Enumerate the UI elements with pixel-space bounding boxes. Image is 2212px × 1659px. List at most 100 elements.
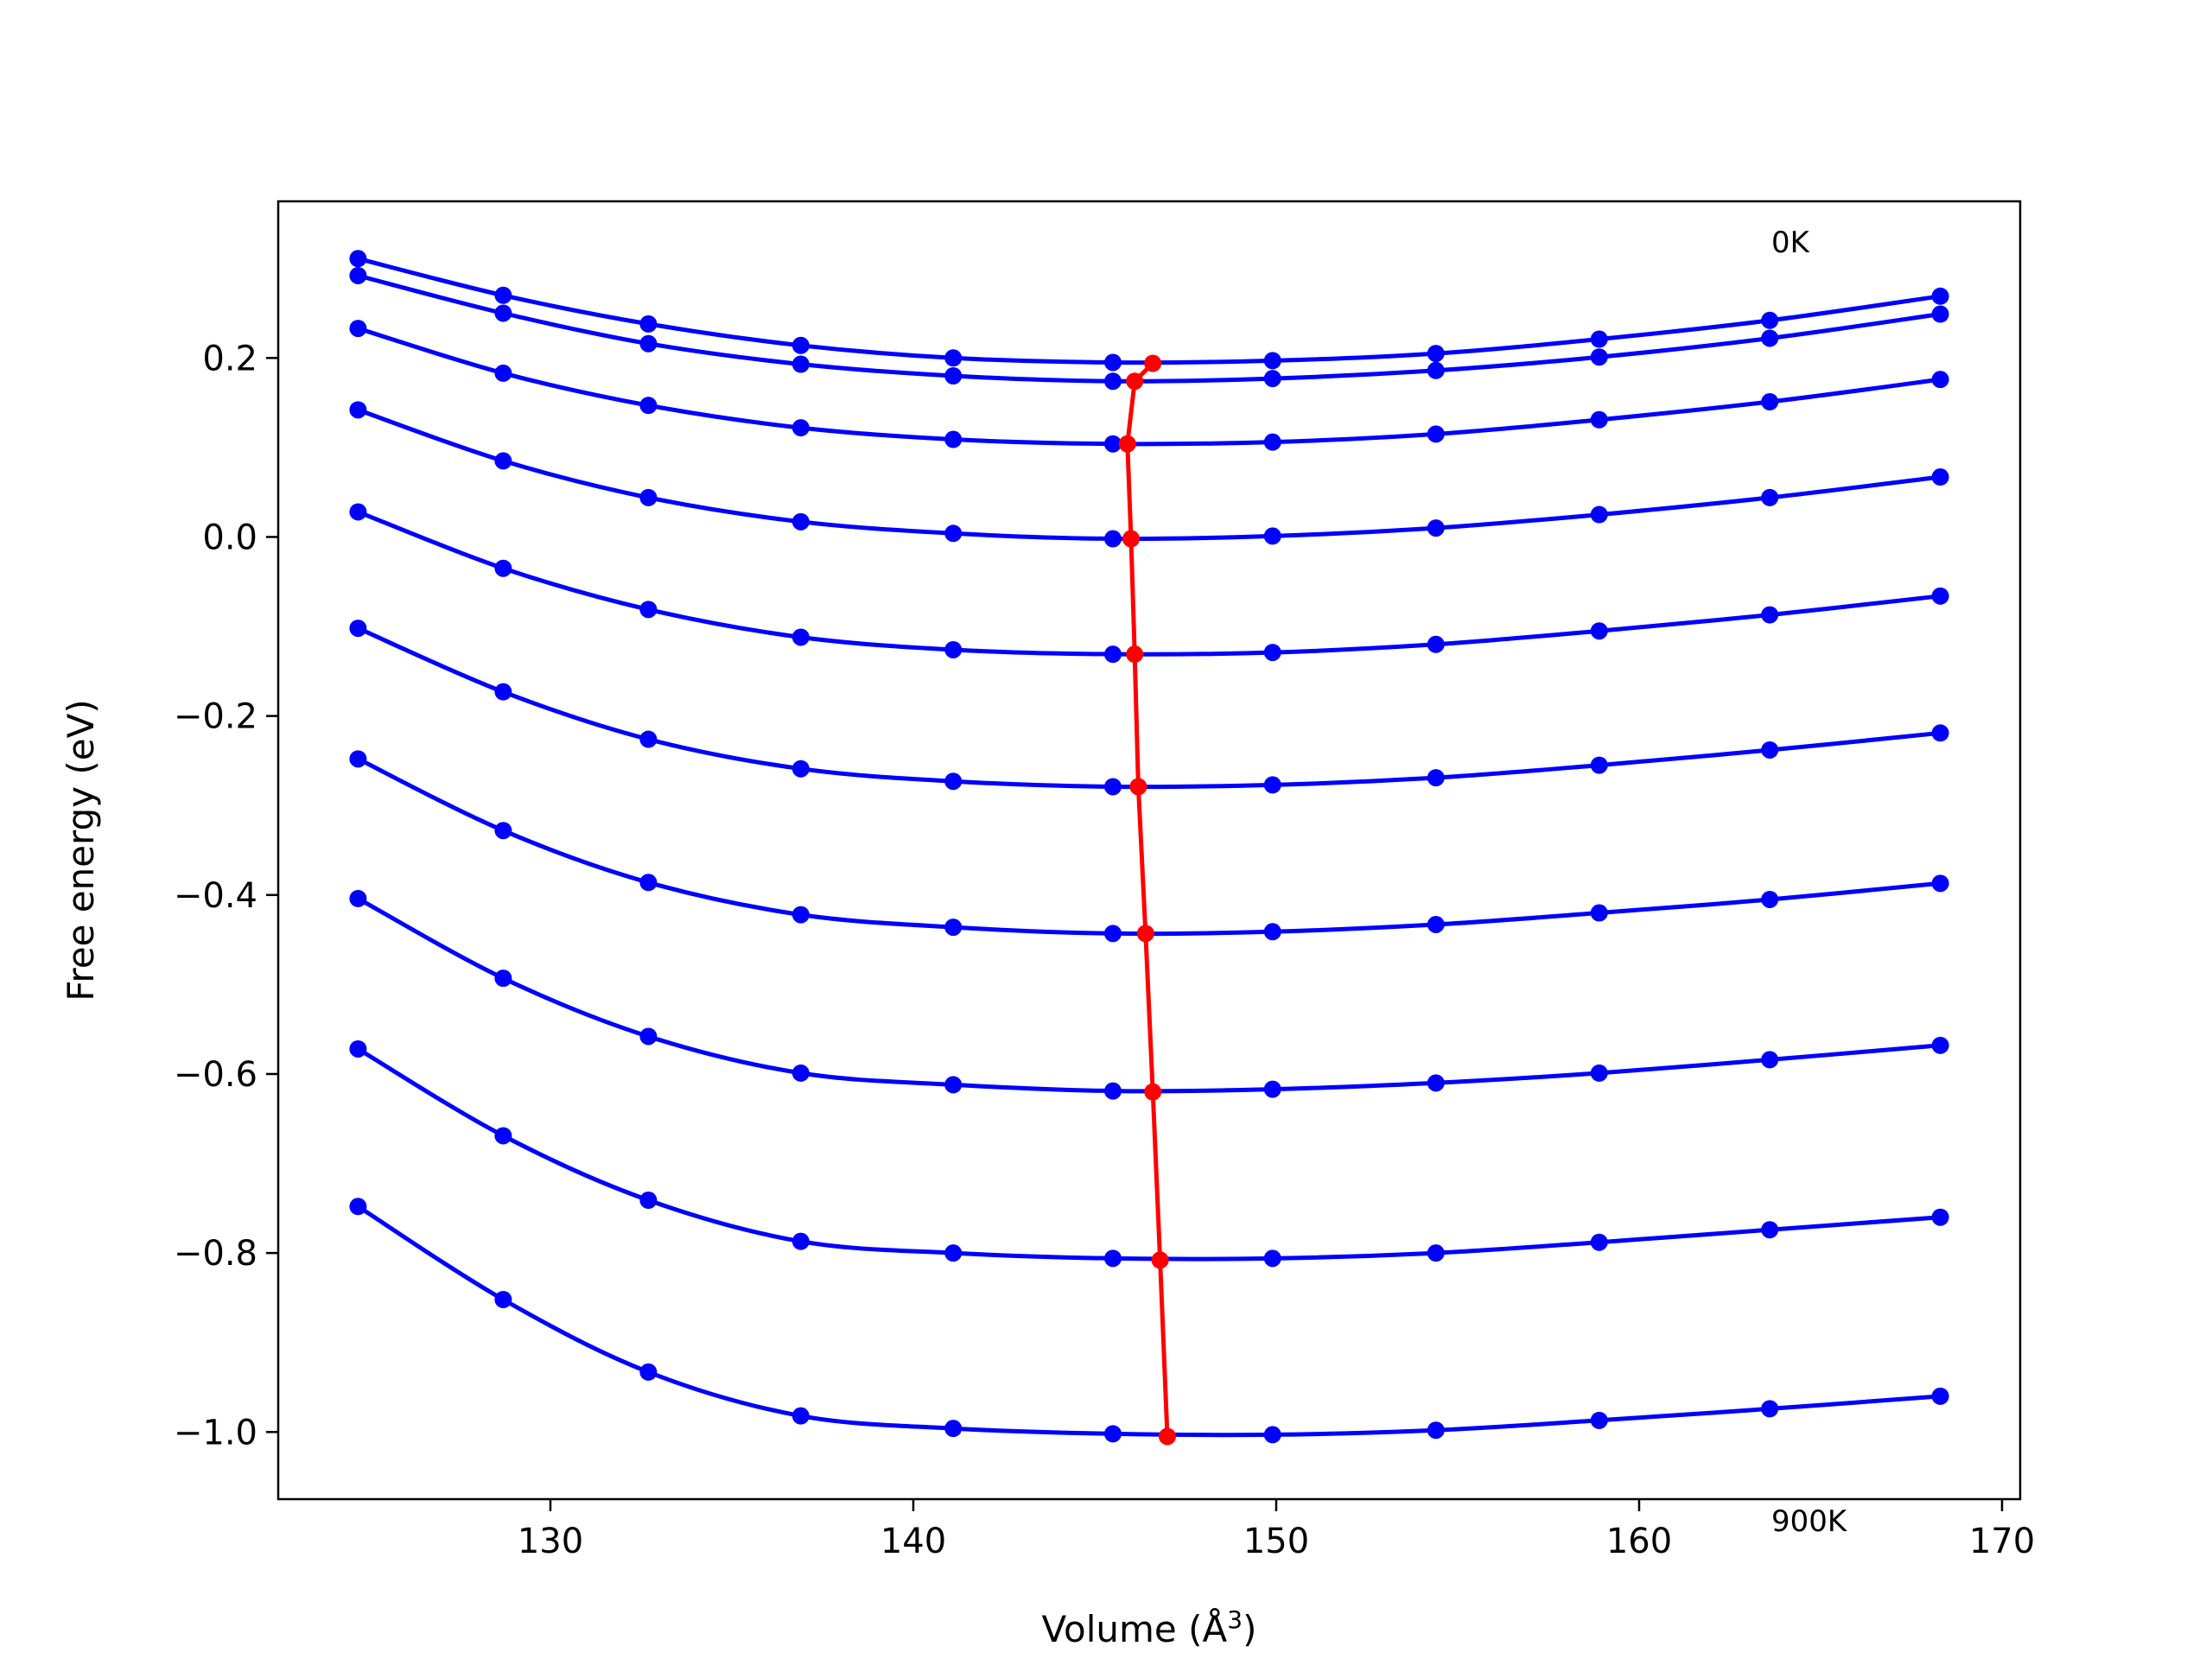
minimum-point-4: [1126, 645, 1144, 664]
x-axis-ticks: 130 140 150 160 170: [518, 1499, 2035, 1561]
minimum-point-1: [1126, 372, 1144, 391]
data-point-1-6: [1263, 370, 1281, 388]
data-point-1-4: [944, 366, 963, 385]
data-point-1-10: [1931, 305, 1949, 323]
minimum-path: [1118, 354, 1176, 1446]
y-tick-label-0: −1.0: [174, 1413, 257, 1452]
data-point-6-6: [1263, 923, 1281, 941]
data-point-9-5: [1104, 1425, 1122, 1443]
data-point-3-4: [944, 524, 963, 543]
data-point-1-3: [791, 355, 810, 373]
data-point-7-1: [494, 969, 512, 988]
data-point-0-1: [494, 286, 512, 304]
data-point-6-2: [639, 874, 658, 892]
annotation-900K: 900K: [1771, 1504, 1848, 1539]
data-point-9-7: [1427, 1421, 1445, 1440]
minimum-point-9: [1159, 1427, 1176, 1446]
data-point-0-7: [1427, 345, 1445, 363]
y-tick-label-2: −0.6: [174, 1055, 257, 1095]
data-point-5-7: [1427, 769, 1445, 787]
data-point-1-0: [349, 266, 367, 284]
data-point-2-6: [1263, 433, 1281, 451]
data-point-2-3: [791, 419, 810, 437]
data-point-4-1: [494, 559, 512, 577]
data-point-4-3: [791, 628, 810, 646]
data-point-9-0: [349, 1198, 367, 1216]
data-point-6-5: [1104, 925, 1122, 943]
data-point-0-10: [1931, 287, 1949, 305]
y-tick-label-1: −0.8: [174, 1234, 257, 1274]
data-point-9-2: [639, 1363, 658, 1381]
data-point-1-5: [1104, 372, 1122, 391]
data-point-0-0: [349, 250, 367, 268]
data-point-3-2: [639, 488, 658, 506]
data-point-5-3: [791, 760, 810, 778]
data-point-3-9: [1761, 488, 1779, 506]
minimum-point-2: [1118, 435, 1136, 453]
x-tick-label-170: 170: [1969, 1522, 2035, 1561]
x-axis-label-close: ): [1243, 1608, 1256, 1650]
data-point-5-2: [639, 730, 658, 748]
data-point-2-10: [1931, 371, 1949, 389]
data-point-6-0: [349, 750, 367, 768]
data-point-2-5: [1104, 435, 1122, 453]
data-point-8-1: [494, 1127, 512, 1145]
data-point-7-2: [639, 1027, 658, 1046]
data-point-8-7: [1427, 1244, 1445, 1262]
minimum-point-0: [1144, 354, 1162, 372]
minimum-point-3: [1122, 530, 1140, 548]
data-point-6-7: [1427, 915, 1445, 933]
y-tick-label-6: 0.2: [202, 339, 257, 378]
data-point-9-8: [1590, 1411, 1608, 1429]
data-point-4-10: [1931, 587, 1949, 605]
data-point-7-9: [1761, 1051, 1779, 1069]
series-markers: [349, 250, 1949, 1444]
data-point-7-8: [1590, 1064, 1608, 1082]
x-axis-label: Volume (Å3): [1042, 1605, 1257, 1651]
data-point-9-3: [791, 1407, 810, 1425]
data-point-1-9: [1761, 329, 1779, 347]
data-point-5-9: [1761, 741, 1779, 759]
data-point-3-7: [1427, 519, 1445, 537]
data-point-0-8: [1590, 330, 1608, 348]
data-point-9-4: [944, 1420, 963, 1438]
data-point-3-10: [1931, 468, 1949, 486]
data-point-8-4: [944, 1244, 963, 1262]
data-point-4-9: [1761, 606, 1779, 624]
data-point-8-5: [1104, 1249, 1122, 1268]
data-point-2-7: [1427, 425, 1445, 443]
data-point-4-6: [1263, 644, 1281, 662]
y-tick-label-5: 0.0: [202, 518, 257, 557]
data-point-4-4: [944, 640, 963, 658]
data-point-5-10: [1931, 724, 1949, 742]
data-point-7-3: [791, 1064, 810, 1082]
data-point-4-2: [639, 601, 658, 619]
y-axis-ticks: −1.0 −0.8 −0.6 −0.4 −0.2 0.0 0.2: [174, 339, 278, 1452]
data-point-6-4: [944, 918, 963, 937]
minimum-point-7: [1144, 1083, 1162, 1101]
data-point-7-0: [349, 889, 367, 907]
data-point-9-6: [1263, 1426, 1281, 1444]
data-point-1-2: [639, 334, 658, 353]
data-point-7-4: [944, 1076, 963, 1094]
data-point-1-1: [494, 304, 512, 322]
data-point-5-4: [944, 772, 963, 791]
data-point-6-10: [1931, 874, 1949, 893]
data-point-4-5: [1104, 645, 1122, 664]
data-point-2-2: [639, 397, 658, 415]
data-point-4-0: [349, 503, 367, 521]
data-point-8-3: [791, 1232, 810, 1250]
data-point-4-7: [1427, 635, 1445, 653]
data-point-2-8: [1590, 410, 1608, 429]
data-point-6-9: [1761, 890, 1779, 908]
data-point-0-3: [791, 336, 810, 354]
data-point-3-8: [1590, 505, 1608, 524]
data-point-8-0: [349, 1039, 367, 1058]
x-tick-label-140: 140: [880, 1522, 946, 1561]
data-point-0-4: [944, 349, 963, 367]
data-point-3-0: [349, 401, 367, 419]
data-point-2-9: [1761, 393, 1779, 411]
data-point-5-5: [1104, 778, 1122, 796]
